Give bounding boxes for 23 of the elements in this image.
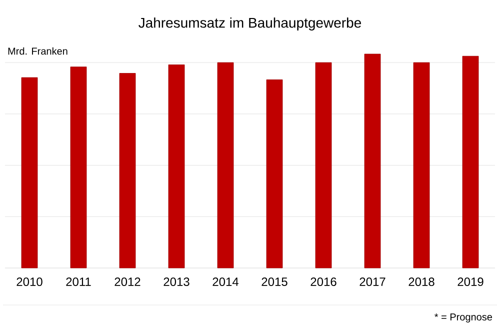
text: * = Prognose bbox=[434, 314, 492, 322]
x-tick-label: 2012 bbox=[114, 278, 140, 286]
y-axis-title: Mrd. Franken bbox=[8, 47, 68, 55]
bar bbox=[70, 66, 87, 268]
bar bbox=[168, 64, 185, 268]
x-tick-label: 2013 bbox=[164, 278, 190, 286]
bar bbox=[315, 62, 332, 268]
bar bbox=[364, 54, 381, 268]
bar bbox=[119, 73, 136, 268]
chart-title: Jahresumsatz im Bauhauptgewerbe bbox=[138, 17, 362, 31]
bar bbox=[217, 62, 234, 268]
bar bbox=[413, 62, 430, 268]
x-tick-label: 2019 bbox=[458, 278, 484, 286]
bar bbox=[462, 56, 479, 268]
bar bbox=[21, 77, 38, 268]
bar bbox=[266, 79, 283, 268]
x-tick-label: 2011 bbox=[66, 278, 91, 286]
x-tick-label: 2010 bbox=[16, 278, 42, 286]
x-tick-label: 2014 bbox=[212, 278, 238, 286]
x-tick-label: 2015 bbox=[262, 278, 288, 286]
x-tick-label: 2018 bbox=[408, 278, 434, 286]
x-tick-label: 2016 bbox=[310, 278, 336, 286]
x-tick-label: 2017 bbox=[360, 278, 386, 286]
